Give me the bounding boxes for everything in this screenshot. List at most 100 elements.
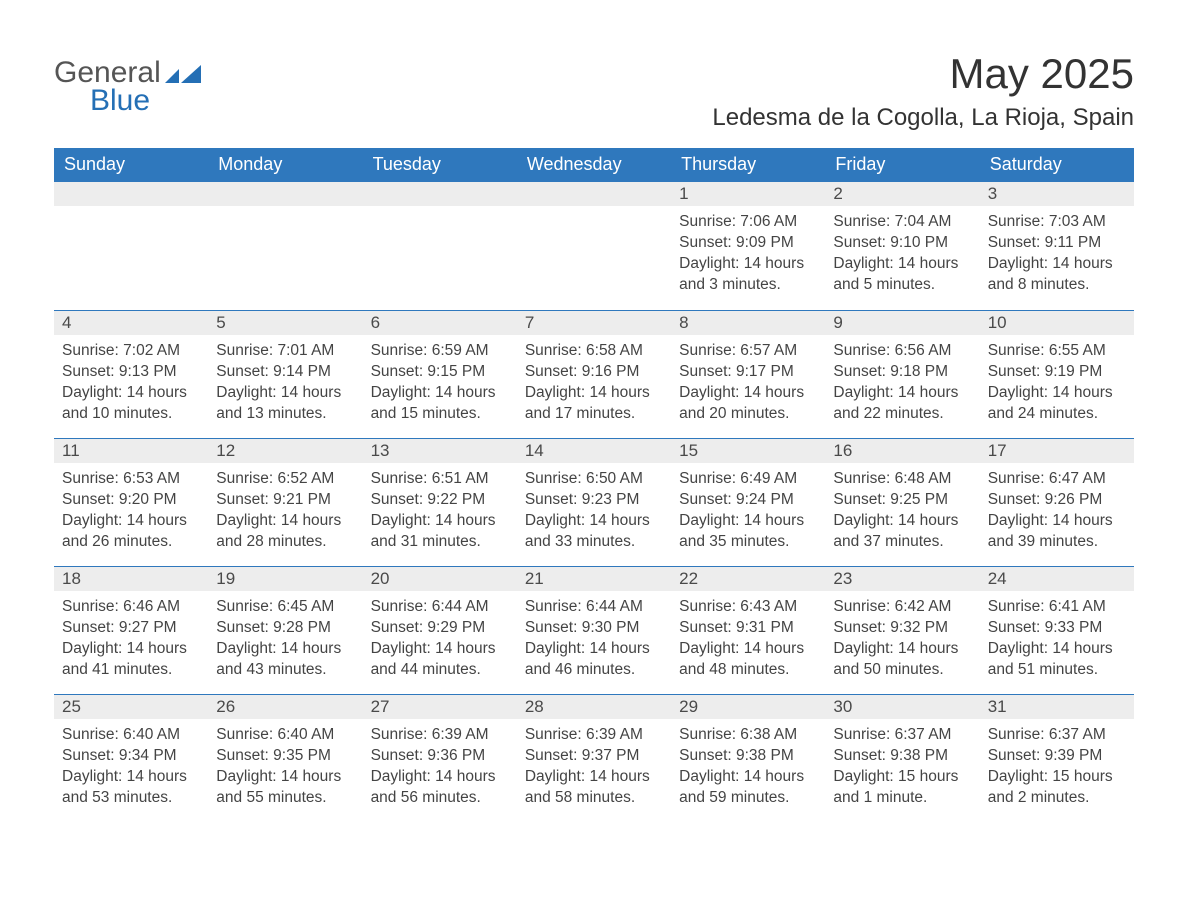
sunrise-text: Sunrise: 7:06 AM bbox=[679, 211, 817, 232]
day-cell: 12Sunrise: 6:52 AMSunset: 9:21 PMDayligh… bbox=[208, 439, 362, 566]
sunrise-text: Sunrise: 6:42 AM bbox=[833, 596, 971, 617]
daylight-text: Daylight: 14 hours and 37 minutes. bbox=[833, 510, 971, 552]
day-number: 13 bbox=[363, 439, 517, 463]
daylight-text: Daylight: 14 hours and 31 minutes. bbox=[371, 510, 509, 552]
daylight-text: Daylight: 14 hours and 35 minutes. bbox=[679, 510, 817, 552]
day-number: 17 bbox=[980, 439, 1134, 463]
sunset-text: Sunset: 9:18 PM bbox=[833, 361, 971, 382]
day-number: 19 bbox=[208, 567, 362, 591]
day-cell: 25Sunrise: 6:40 AMSunset: 9:34 PMDayligh… bbox=[54, 695, 208, 822]
day-number: 24 bbox=[980, 567, 1134, 591]
day-body: Sunrise: 6:56 AMSunset: 9:18 PMDaylight:… bbox=[825, 335, 979, 428]
day-cell: 24Sunrise: 6:41 AMSunset: 9:33 PMDayligh… bbox=[980, 567, 1134, 694]
day-number bbox=[54, 182, 208, 206]
day-cell: 20Sunrise: 6:44 AMSunset: 9:29 PMDayligh… bbox=[363, 567, 517, 694]
sunset-text: Sunset: 9:39 PM bbox=[988, 745, 1126, 766]
day-body: Sunrise: 6:57 AMSunset: 9:17 PMDaylight:… bbox=[671, 335, 825, 428]
weekday-label: Monday bbox=[208, 148, 362, 182]
daylight-text: Daylight: 14 hours and 53 minutes. bbox=[62, 766, 200, 808]
sunrise-text: Sunrise: 6:39 AM bbox=[525, 724, 663, 745]
sunrise-text: Sunrise: 6:55 AM bbox=[988, 340, 1126, 361]
sunset-text: Sunset: 9:22 PM bbox=[371, 489, 509, 510]
sunrise-text: Sunrise: 6:48 AM bbox=[833, 468, 971, 489]
day-cell: 5Sunrise: 7:01 AMSunset: 9:14 PMDaylight… bbox=[208, 311, 362, 438]
daylight-text: Daylight: 14 hours and 20 minutes. bbox=[679, 382, 817, 424]
sunset-text: Sunset: 9:24 PM bbox=[679, 489, 817, 510]
day-body: Sunrise: 6:50 AMSunset: 9:23 PMDaylight:… bbox=[517, 463, 671, 556]
day-number: 3 bbox=[980, 182, 1134, 206]
day-body: Sunrise: 6:46 AMSunset: 9:27 PMDaylight:… bbox=[54, 591, 208, 684]
sunset-text: Sunset: 9:15 PM bbox=[371, 361, 509, 382]
sunrise-text: Sunrise: 6:38 AM bbox=[679, 724, 817, 745]
day-body: Sunrise: 6:38 AMSunset: 9:38 PMDaylight:… bbox=[671, 719, 825, 812]
daylight-text: Daylight: 14 hours and 48 minutes. bbox=[679, 638, 817, 680]
sunrise-text: Sunrise: 6:44 AM bbox=[371, 596, 509, 617]
daylight-text: Daylight: 14 hours and 50 minutes. bbox=[833, 638, 971, 680]
sunset-text: Sunset: 9:23 PM bbox=[525, 489, 663, 510]
day-number: 14 bbox=[517, 439, 671, 463]
week-row: 1Sunrise: 7:06 AMSunset: 9:09 PMDaylight… bbox=[54, 182, 1134, 310]
sunset-text: Sunset: 9:13 PM bbox=[62, 361, 200, 382]
day-cell: 1Sunrise: 7:06 AMSunset: 9:09 PMDaylight… bbox=[671, 182, 825, 310]
day-cell bbox=[363, 182, 517, 310]
logo-stack: General Blue bbox=[54, 58, 205, 116]
day-cell: 29Sunrise: 6:38 AMSunset: 9:38 PMDayligh… bbox=[671, 695, 825, 822]
day-cell: 23Sunrise: 6:42 AMSunset: 9:32 PMDayligh… bbox=[825, 567, 979, 694]
day-number: 11 bbox=[54, 439, 208, 463]
day-cell: 8Sunrise: 6:57 AMSunset: 9:17 PMDaylight… bbox=[671, 311, 825, 438]
sunrise-text: Sunrise: 6:56 AM bbox=[833, 340, 971, 361]
sunset-text: Sunset: 9:36 PM bbox=[371, 745, 509, 766]
sunset-text: Sunset: 9:19 PM bbox=[988, 361, 1126, 382]
sunrise-text: Sunrise: 7:01 AM bbox=[216, 340, 354, 361]
sunset-text: Sunset: 9:30 PM bbox=[525, 617, 663, 638]
logo-word-blue: Blue bbox=[90, 86, 205, 116]
sunrise-text: Sunrise: 6:44 AM bbox=[525, 596, 663, 617]
sunset-text: Sunset: 9:29 PM bbox=[371, 617, 509, 638]
day-body: Sunrise: 7:03 AMSunset: 9:11 PMDaylight:… bbox=[980, 206, 1134, 299]
day-number: 4 bbox=[54, 311, 208, 335]
day-cell: 2Sunrise: 7:04 AMSunset: 9:10 PMDaylight… bbox=[825, 182, 979, 310]
day-cell: 27Sunrise: 6:39 AMSunset: 9:36 PMDayligh… bbox=[363, 695, 517, 822]
day-cell: 17Sunrise: 6:47 AMSunset: 9:26 PMDayligh… bbox=[980, 439, 1134, 566]
daylight-text: Daylight: 14 hours and 24 minutes. bbox=[988, 382, 1126, 424]
day-number: 21 bbox=[517, 567, 671, 591]
sunrise-text: Sunrise: 6:57 AM bbox=[679, 340, 817, 361]
sunset-text: Sunset: 9:38 PM bbox=[679, 745, 817, 766]
day-cell: 18Sunrise: 6:46 AMSunset: 9:27 PMDayligh… bbox=[54, 567, 208, 694]
day-cell: 4Sunrise: 7:02 AMSunset: 9:13 PMDaylight… bbox=[54, 311, 208, 438]
sunrise-text: Sunrise: 6:37 AM bbox=[833, 724, 971, 745]
day-number: 8 bbox=[671, 311, 825, 335]
daylight-text: Daylight: 14 hours and 8 minutes. bbox=[988, 253, 1126, 295]
daylight-text: Daylight: 14 hours and 41 minutes. bbox=[62, 638, 200, 680]
day-body: Sunrise: 6:39 AMSunset: 9:37 PMDaylight:… bbox=[517, 719, 671, 812]
sunset-text: Sunset: 9:37 PM bbox=[525, 745, 663, 766]
sunset-text: Sunset: 9:09 PM bbox=[679, 232, 817, 253]
day-body: Sunrise: 7:02 AMSunset: 9:13 PMDaylight:… bbox=[54, 335, 208, 428]
day-cell: 19Sunrise: 6:45 AMSunset: 9:28 PMDayligh… bbox=[208, 567, 362, 694]
day-cell: 10Sunrise: 6:55 AMSunset: 9:19 PMDayligh… bbox=[980, 311, 1134, 438]
day-body bbox=[363, 206, 517, 215]
calendar-page: General Blue May 2025 Ledesma de la Cogo… bbox=[0, 0, 1188, 918]
sunrise-text: Sunrise: 6:52 AM bbox=[216, 468, 354, 489]
day-number bbox=[208, 182, 362, 206]
daylight-text: Daylight: 14 hours and 28 minutes. bbox=[216, 510, 354, 552]
day-number bbox=[363, 182, 517, 206]
day-number: 7 bbox=[517, 311, 671, 335]
sunrise-text: Sunrise: 6:39 AM bbox=[371, 724, 509, 745]
sunrise-text: Sunrise: 6:40 AM bbox=[62, 724, 200, 745]
week-row: 11Sunrise: 6:53 AMSunset: 9:20 PMDayligh… bbox=[54, 438, 1134, 566]
day-number: 28 bbox=[517, 695, 671, 719]
day-cell bbox=[54, 182, 208, 310]
day-number: 6 bbox=[363, 311, 517, 335]
day-number: 29 bbox=[671, 695, 825, 719]
day-cell: 30Sunrise: 6:37 AMSunset: 9:38 PMDayligh… bbox=[825, 695, 979, 822]
week-row: 4Sunrise: 7:02 AMSunset: 9:13 PMDaylight… bbox=[54, 310, 1134, 438]
daylight-text: Daylight: 14 hours and 46 minutes. bbox=[525, 638, 663, 680]
day-number: 9 bbox=[825, 311, 979, 335]
sunset-text: Sunset: 9:17 PM bbox=[679, 361, 817, 382]
daylight-text: Daylight: 14 hours and 17 minutes. bbox=[525, 382, 663, 424]
weekday-label: Thursday bbox=[671, 148, 825, 182]
day-cell: 28Sunrise: 6:39 AMSunset: 9:37 PMDayligh… bbox=[517, 695, 671, 822]
weekday-label: Wednesday bbox=[517, 148, 671, 182]
day-number: 18 bbox=[54, 567, 208, 591]
